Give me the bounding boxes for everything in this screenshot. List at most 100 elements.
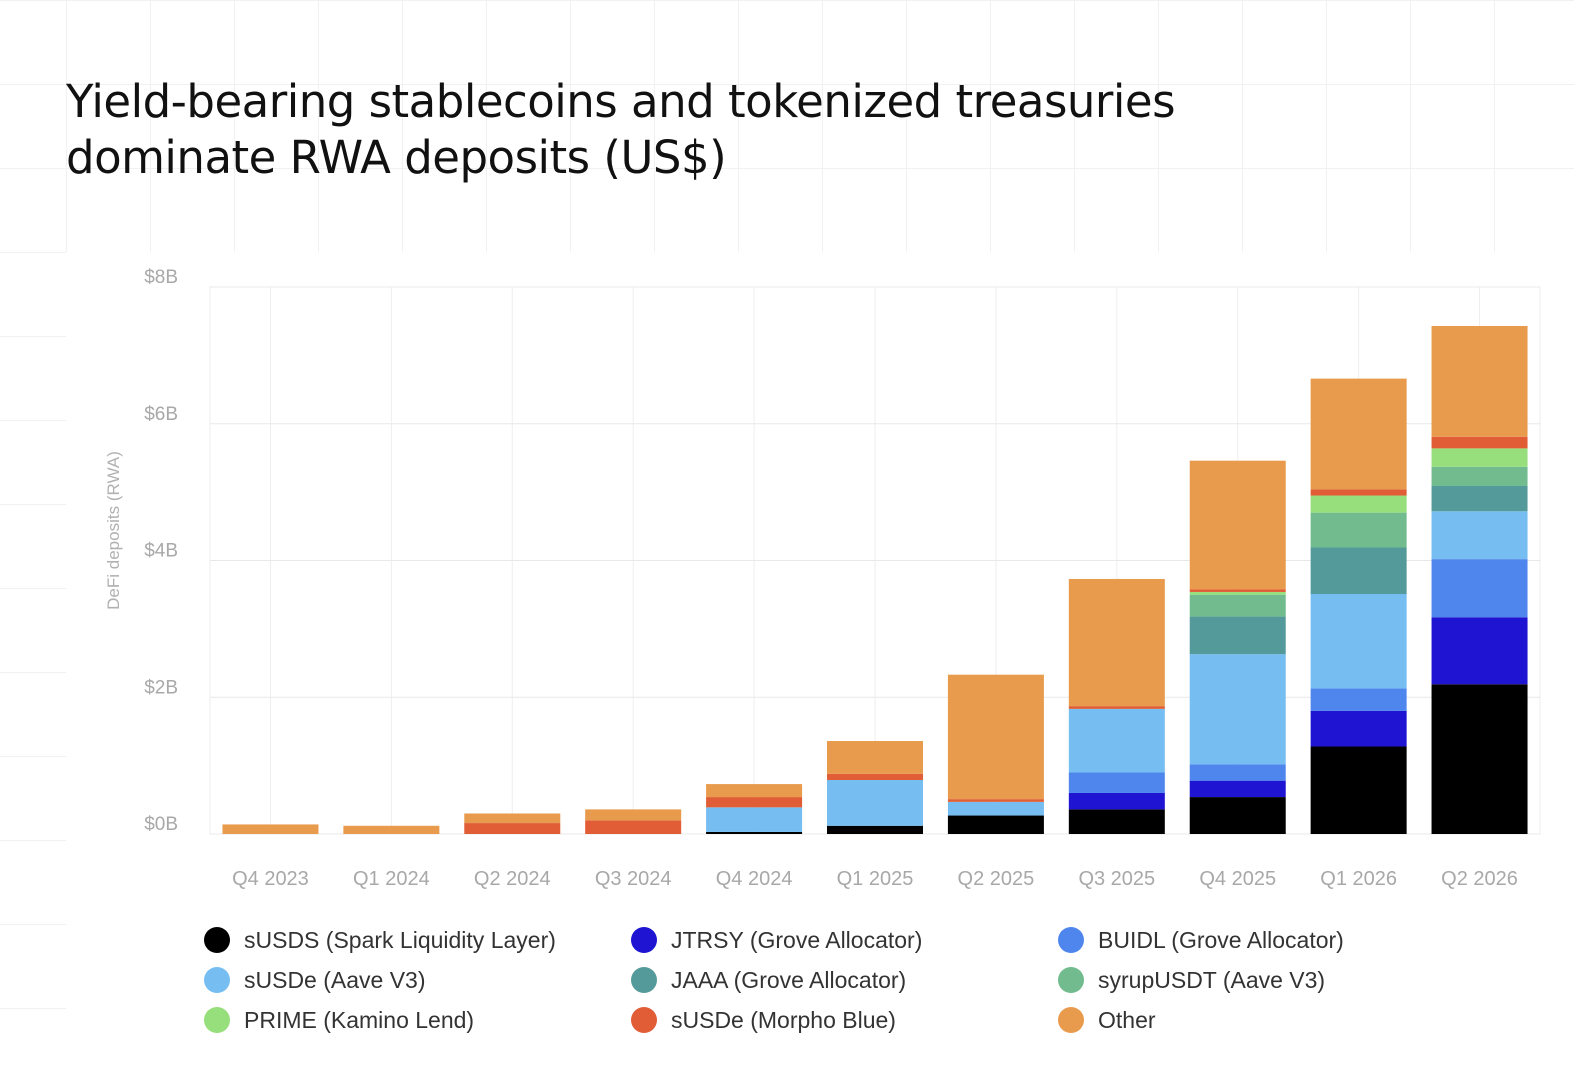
legend-item: PRIME (Kamino Lend) bbox=[204, 1006, 631, 1034]
bar-segment bbox=[1431, 466, 1528, 486]
bar-segment bbox=[1431, 448, 1528, 467]
bar-segment bbox=[1431, 325, 1528, 437]
legend-label: syrupUSDT (Aave V3) bbox=[1098, 966, 1326, 993]
bar-segment bbox=[585, 809, 682, 821]
legend-item: Other bbox=[1058, 1006, 1485, 1034]
bar-segment bbox=[1431, 559, 1528, 618]
y-tick-label: $0B bbox=[144, 814, 178, 835]
bar-segment bbox=[1189, 654, 1286, 765]
legend-label: PRIME (Kamino Lend) bbox=[244, 1006, 475, 1033]
bar-segment bbox=[827, 741, 923, 774]
x-tick-label: Q3 2025 bbox=[1078, 868, 1155, 890]
bar-segment bbox=[1431, 684, 1528, 834]
legend-swatch bbox=[631, 1007, 657, 1033]
x-tick-label: Q3 2024 bbox=[595, 868, 672, 890]
x-tick-label: Q1 2026 bbox=[1320, 868, 1397, 890]
bar-segment bbox=[1310, 495, 1407, 513]
bar-segment bbox=[706, 797, 803, 808]
chart-card: $0B $2B $4B $6B $8B DeFi deposits (RWA) Q4 202… bbox=[66, 252, 1574, 1070]
bar-segment bbox=[1189, 460, 1286, 590]
bar-segment bbox=[1068, 809, 1165, 834]
bar-segment bbox=[1310, 512, 1407, 548]
y-axis-label: DeFi deposits (RWA) bbox=[104, 451, 123, 610]
chart-title: Yield-bearing stablecoins and tokenized … bbox=[66, 74, 1366, 186]
bar-segment bbox=[1310, 378, 1407, 490]
bar-segment bbox=[1068, 578, 1165, 707]
bar-segment bbox=[343, 825, 440, 834]
bar-segment bbox=[706, 807, 803, 832]
stacked-bar-chart: $0B $2B $4B $6B $8B DeFi deposits (RWA) Q4 202… bbox=[104, 267, 1541, 890]
bar-segment bbox=[706, 831, 803, 834]
x-tick-label: Q4 2024 bbox=[716, 868, 793, 890]
bar-segment bbox=[1068, 792, 1165, 810]
bar-segment bbox=[827, 779, 923, 826]
bar-segment bbox=[1189, 589, 1286, 592]
legend-label: JTRSY (Grove Allocator) bbox=[671, 926, 923, 953]
legend-swatch bbox=[204, 927, 230, 953]
legend-swatch bbox=[204, 1007, 230, 1033]
chart-title-line-1: Yield-bearing stablecoins and tokenized … bbox=[66, 75, 1176, 128]
y-tick-label: $2B bbox=[144, 677, 178, 698]
legend-label: sUSDS (Spark Liquidity Layer) bbox=[244, 926, 556, 953]
legend-label: sUSDe (Aave V3) bbox=[244, 966, 426, 993]
bar-segment bbox=[1068, 706, 1165, 709]
y-tick-label: $4B bbox=[144, 541, 178, 562]
bar-segment bbox=[1310, 688, 1407, 711]
bar-segment bbox=[1431, 485, 1528, 512]
bar-segment bbox=[1310, 594, 1407, 689]
bar-segment bbox=[1431, 617, 1528, 685]
bar-segment bbox=[1189, 616, 1286, 655]
bar-segment bbox=[827, 825, 923, 834]
legend-item: JAAA (Grove Allocator) bbox=[631, 966, 1058, 994]
bar-segment bbox=[1431, 436, 1528, 449]
legend-item: sUSDS (Spark Liquidity Layer) bbox=[204, 926, 631, 954]
bar-segment bbox=[464, 813, 561, 824]
bar-segment bbox=[706, 784, 803, 798]
bar-segment bbox=[1068, 772, 1165, 793]
x-tick-label: Q2 2025 bbox=[958, 868, 1035, 890]
y-tick-label: $8B bbox=[144, 267, 178, 288]
bar-segment bbox=[585, 820, 682, 834]
bar-segment bbox=[1189, 780, 1286, 798]
bar-segment bbox=[1189, 594, 1286, 617]
bar-segment bbox=[947, 815, 1044, 834]
bar-segment bbox=[947, 799, 1044, 802]
legend-swatch bbox=[204, 967, 230, 993]
x-tick-label: Q1 2024 bbox=[353, 868, 430, 890]
legend-item: syrupUSDT (Aave V3) bbox=[1058, 966, 1485, 994]
bar-segment bbox=[1068, 708, 1165, 773]
bar-segment bbox=[222, 824, 319, 834]
bar-segment bbox=[1310, 746, 1407, 834]
legend-swatch bbox=[1058, 967, 1084, 993]
bar-segment bbox=[464, 823, 561, 834]
bar-segment bbox=[1310, 710, 1407, 747]
x-tick-label: Q2 2026 bbox=[1441, 868, 1518, 890]
legend-item: sUSDe (Aave V3) bbox=[204, 966, 631, 994]
bar-segment bbox=[1189, 591, 1286, 595]
legend-swatch bbox=[1058, 1007, 1084, 1033]
x-tick-label: Q4 2025 bbox=[1199, 868, 1276, 890]
legend-label: Other bbox=[1098, 1006, 1156, 1033]
x-tick-label: Q4 2023 bbox=[232, 868, 309, 890]
legend-swatch bbox=[1058, 927, 1084, 953]
legend-label: BUIDL (Grove Allocator) bbox=[1098, 926, 1344, 953]
bar-segment bbox=[1189, 797, 1286, 834]
legend-swatch bbox=[631, 967, 657, 993]
bar-segment bbox=[947, 801, 1044, 816]
legend-label: sUSDe (Morpho Blue) bbox=[671, 1006, 896, 1033]
x-tick-label: Q1 2025 bbox=[837, 868, 914, 890]
x-tick-label: Q2 2024 bbox=[474, 868, 551, 890]
legend-item: sUSDe (Morpho Blue) bbox=[631, 1006, 1058, 1034]
bar-segment bbox=[1189, 764, 1286, 781]
chart-title-line-2: dominate RWA deposits (US$) bbox=[66, 131, 727, 184]
bar-segment bbox=[1431, 511, 1528, 560]
bar-segment bbox=[947, 674, 1044, 800]
legend-item: BUIDL (Grove Allocator) bbox=[1058, 926, 1485, 954]
legend-swatch bbox=[631, 927, 657, 953]
bar-segment bbox=[1310, 489, 1407, 496]
legend-item: JTRSY (Grove Allocator) bbox=[631, 926, 1058, 954]
bar-segment bbox=[827, 773, 923, 780]
chart-legend: sUSDS (Spark Liquidity Layer) JTRSY (Grov… bbox=[204, 926, 1485, 1034]
y-tick-label: $6B bbox=[144, 404, 178, 425]
bar-segment bbox=[1310, 547, 1407, 595]
